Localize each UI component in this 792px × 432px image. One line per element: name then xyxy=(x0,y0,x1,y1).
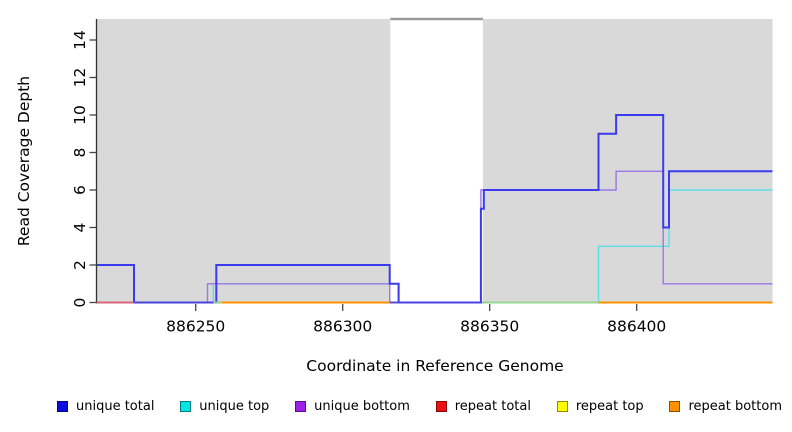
y-tick-label: 4 xyxy=(71,223,89,233)
x-tick-label: 886350 xyxy=(460,318,519,336)
legend-label: unique top xyxy=(199,399,270,414)
x-axis-label: Coordinate in Reference Genome xyxy=(306,357,563,375)
y-tick-label: 14 xyxy=(71,30,89,50)
legend-item-unique-total: unique total xyxy=(57,399,154,414)
shaded-region xyxy=(96,19,391,304)
legend-swatch-unique-top xyxy=(180,401,192,412)
shaded-region xyxy=(482,19,773,304)
x-tick-label: 886400 xyxy=(607,318,666,336)
coverage-chart: 886250 886300 886350 886400 0 2 4 6 8 10 12 14 Coor… xyxy=(15,17,773,375)
legend-label: repeat total xyxy=(454,399,531,414)
legend-label: unique total xyxy=(76,399,155,414)
legend-swatch-unique-bottom xyxy=(295,401,307,412)
x-tick-label: 886250 xyxy=(166,318,225,336)
y-tick-label: 12 xyxy=(71,68,89,88)
legend-label: repeat top xyxy=(575,399,644,414)
series-line-unique-total xyxy=(96,114,773,304)
legend-item-repeat-bottom: repeat bottom xyxy=(669,399,782,414)
legend-item-unique-top: unique top xyxy=(180,399,269,414)
legend-label: unique bottom xyxy=(314,399,410,414)
y-tick-label: 6 xyxy=(71,185,89,195)
legend-label: repeat bottom xyxy=(688,399,782,414)
y-tick-label: 2 xyxy=(71,260,89,270)
legend-swatch-repeat-bottom xyxy=(669,401,681,412)
legend-swatch-repeat-total xyxy=(435,401,447,412)
x-tick-label: 886300 xyxy=(313,318,372,336)
y-tick-label: 8 xyxy=(71,148,89,158)
legend-item-unique-bottom: unique bottom xyxy=(295,399,410,414)
y-tick-label: 0 xyxy=(71,298,89,308)
legend-swatch-unique-total xyxy=(57,401,68,412)
legend-item-repeat-total: repeat total xyxy=(435,399,531,414)
y-axis-label: Read Coverage Depth xyxy=(15,76,33,246)
chart-legend: unique total unique top unique bottom repea… xyxy=(0,399,792,414)
y-tick-label: 10 xyxy=(71,105,89,125)
legend-swatch-repeat-top xyxy=(556,401,568,412)
legend-item-repeat-top: repeat top xyxy=(556,399,644,414)
